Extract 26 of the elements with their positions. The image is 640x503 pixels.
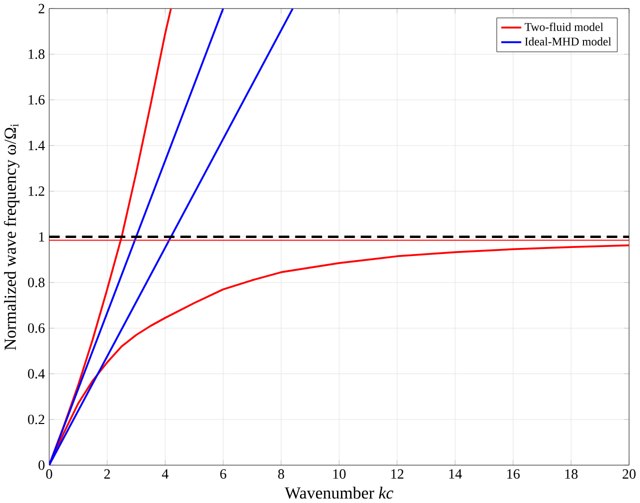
y-tick-label: 1.2	[28, 186, 44, 196]
y-axis-title: Normalized wave frequency ω/Ω$_{i}$	[4, 124, 20, 350]
x-axis-title: Wavenumber kc	[284, 486, 394, 499]
y-tick-label: 1.4	[28, 140, 45, 150]
x-tick-label: 8	[278, 469, 284, 479]
y-tick-label: 2	[38, 4, 44, 14]
x-tick-label: 12	[391, 469, 404, 479]
y-tick-label: 0.6	[28, 324, 45, 334]
x-tick-label: 14	[449, 469, 462, 479]
y-tick-label: 0.2	[28, 414, 44, 424]
x-tick-label: 2	[104, 469, 110, 479]
y-tick-label: 0.8	[28, 278, 44, 288]
y-tick-label: 1.8	[28, 50, 44, 60]
x-tick-label: 20	[622, 469, 636, 479]
legend-label: Ideal-MHD model	[524, 37, 612, 46]
x-tick-label: 16	[507, 469, 520, 479]
x-tick-label: 10	[333, 469, 346, 479]
x-tick-label: 0	[46, 469, 52, 479]
x-tick-label: 4	[162, 469, 168, 479]
x-tick-label: 18	[565, 469, 578, 479]
y-tick-label: 1.6	[28, 95, 45, 105]
y-tick-label: 0.4	[28, 369, 45, 379]
x-tick-label: 6	[220, 469, 226, 479]
y-tick-label: 0	[38, 460, 44, 470]
y-tick-label: 1	[39, 232, 44, 242]
legend-label: Two-fluid model	[524, 22, 604, 32]
